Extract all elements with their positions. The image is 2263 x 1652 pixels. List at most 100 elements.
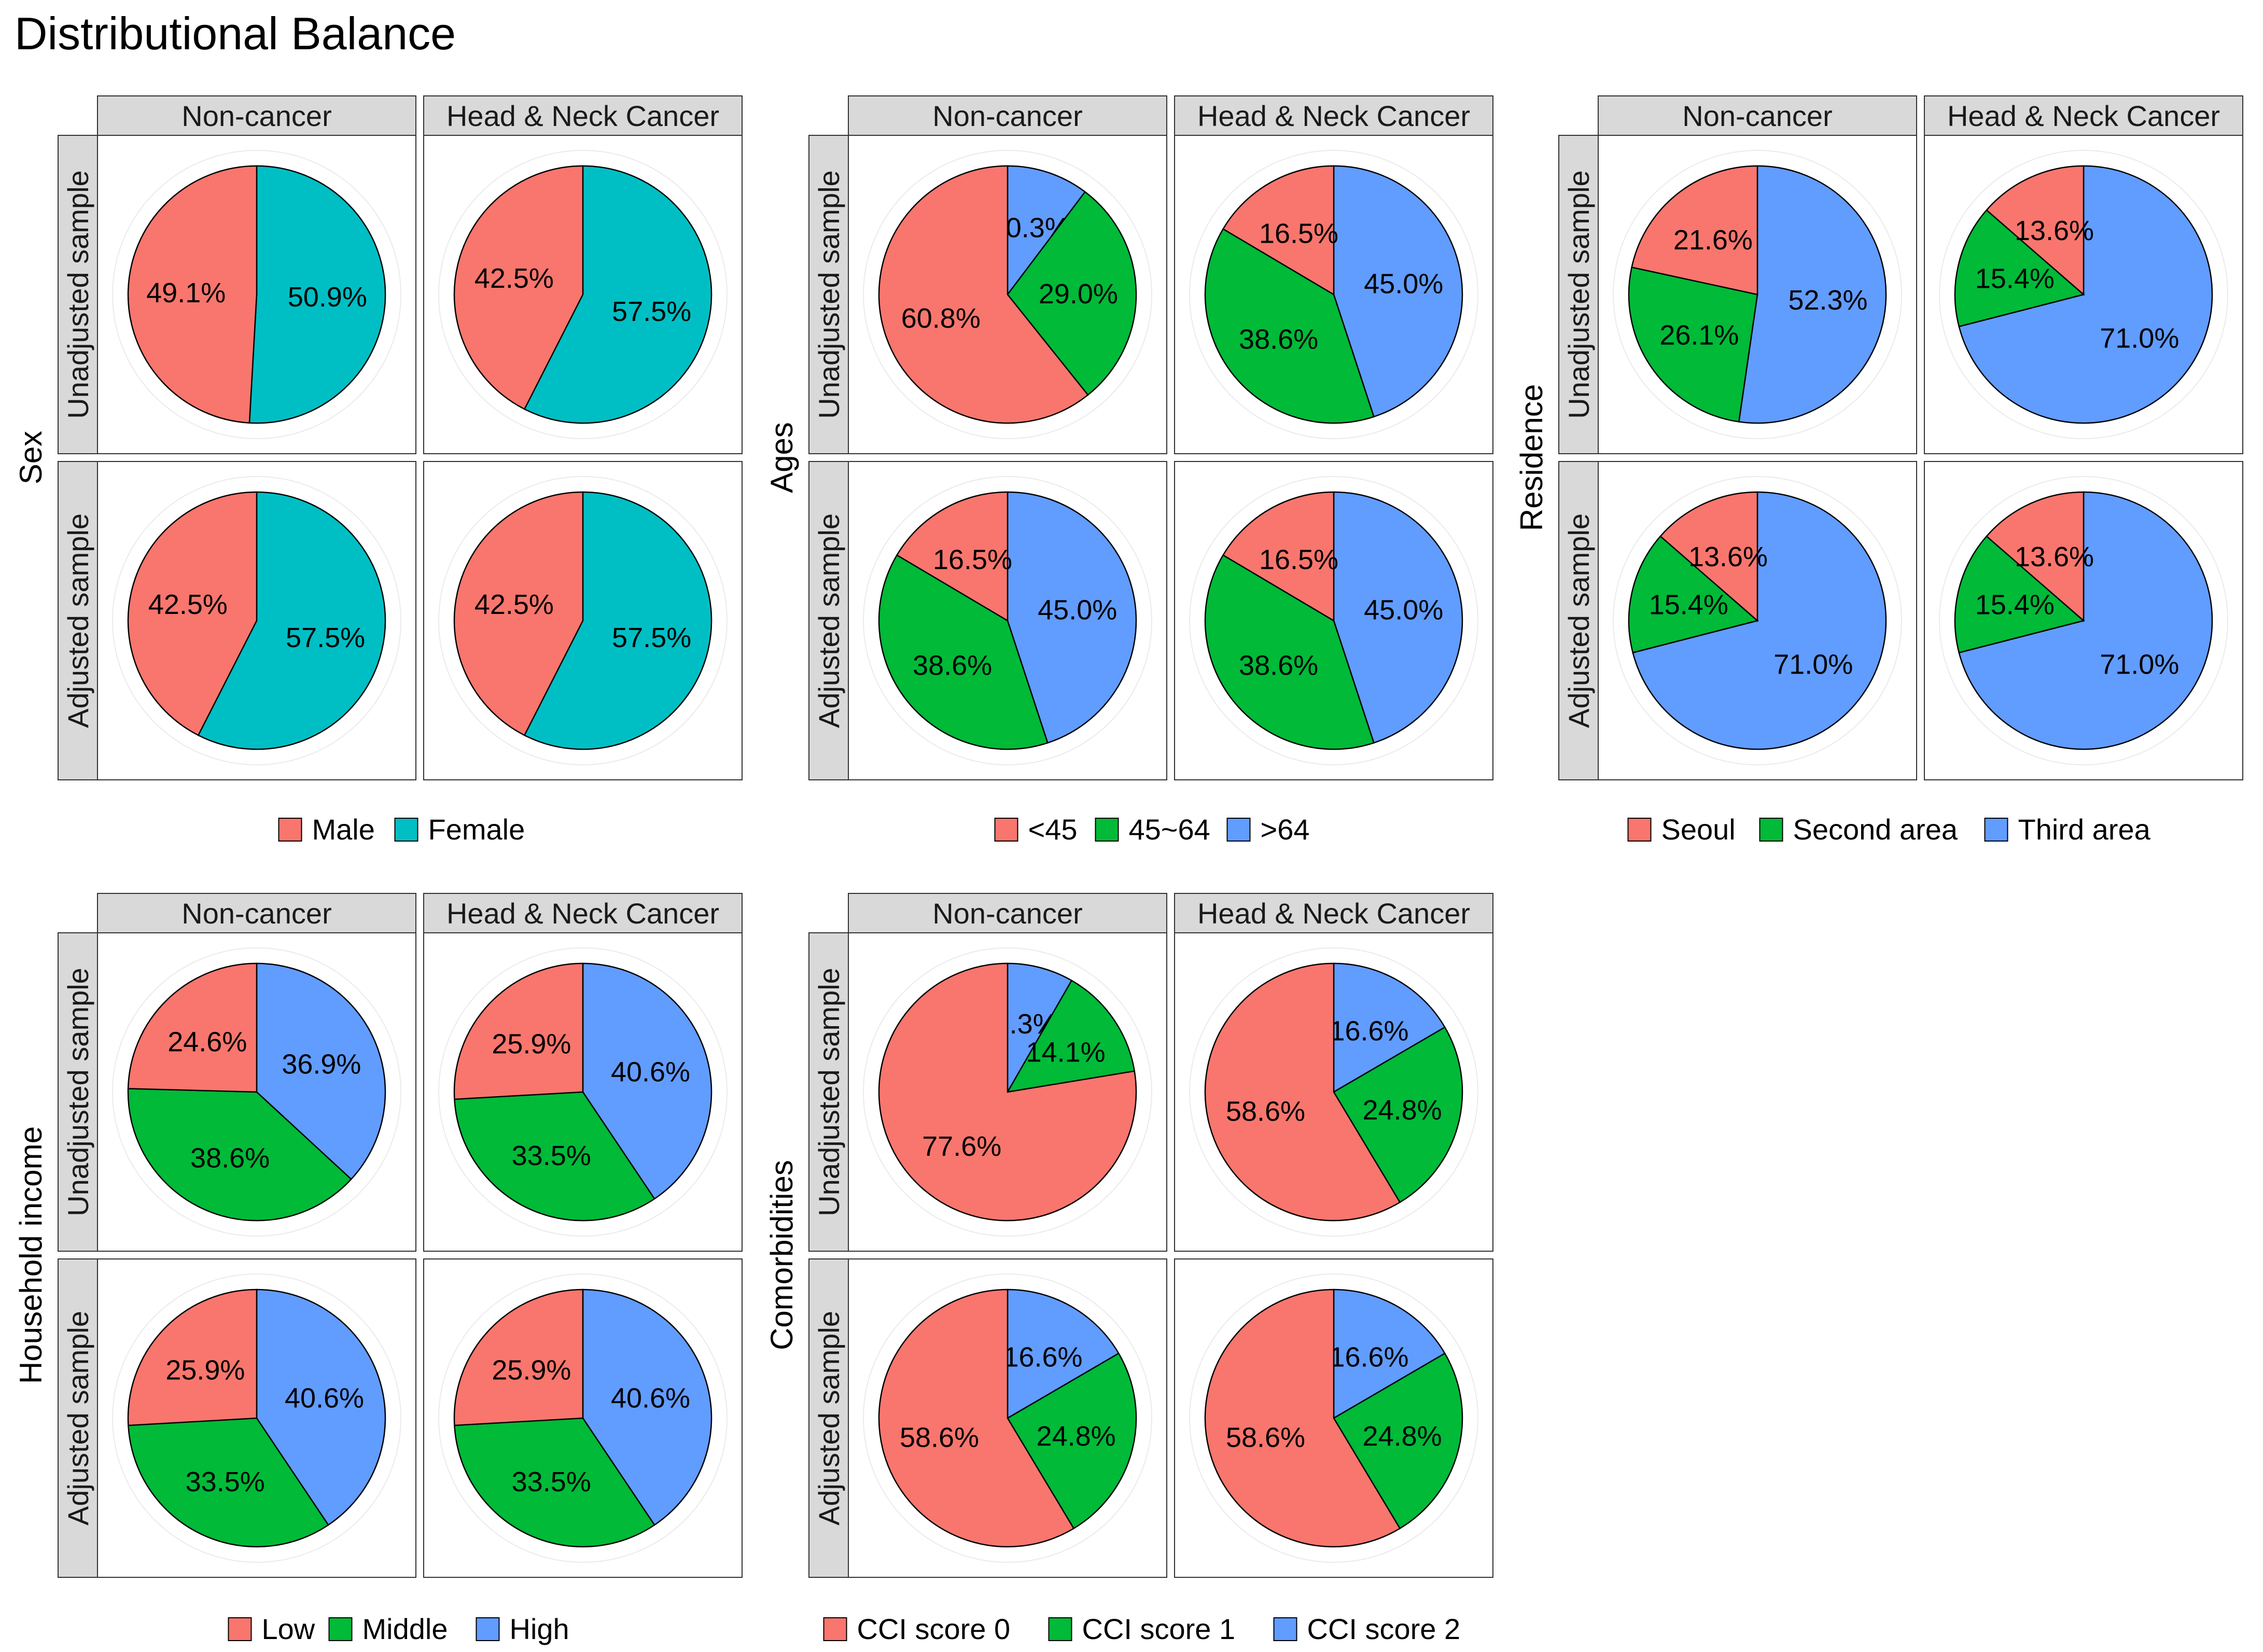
pie-slice-third-area bbox=[1632, 491, 1887, 750]
slice-percent-label: 71.0% bbox=[2100, 649, 2179, 680]
pie-slice-third-area bbox=[1958, 491, 2213, 750]
polar-grid-circle bbox=[1613, 476, 1902, 765]
pie-slice-45 bbox=[1222, 491, 1335, 622]
column-label: Head & Neck Cancer bbox=[1197, 100, 1470, 132]
pie-slice-male bbox=[127, 165, 258, 424]
pie-slice-female bbox=[197, 491, 386, 750]
slice-percent-label: 57.5% bbox=[612, 296, 691, 327]
pie-panel-unadjusted-sample-non-cancer: 36.9% 38.6% 24.6% bbox=[97, 932, 416, 1252]
slice-percent-label: 36.9% bbox=[282, 1048, 361, 1080]
polar-grid-circle bbox=[863, 150, 1152, 439]
column-label: Head & Neck Cancer bbox=[1197, 897, 1470, 930]
polar-grid-circle bbox=[1939, 476, 2228, 765]
legend-label: <45 bbox=[1028, 813, 1078, 846]
slice-percent-label: 71.0% bbox=[2100, 323, 2179, 354]
legend-item-female: Female bbox=[394, 813, 525, 846]
column-strip bbox=[423, 893, 743, 933]
legend-item-45: <45 bbox=[994, 813, 1078, 846]
polar-grid-circle bbox=[112, 476, 401, 765]
pie-slice-high bbox=[582, 1289, 713, 1526]
row-label: Unadjusted sample bbox=[1562, 170, 1595, 418]
row-label: Adjusted sample bbox=[62, 513, 94, 728]
legend-item-seoul: Seoul bbox=[1627, 813, 1736, 846]
pie-panel-adjusted-sample-non-cancer: 45.0% 38.6% 16.5% bbox=[848, 461, 1167, 780]
row-strip bbox=[58, 461, 98, 780]
pie-slice-cci-score-0 bbox=[1204, 962, 1401, 1222]
pie-panel-unadjusted-sample-non-cancer: 8.3%14.1%77.6% bbox=[848, 932, 1167, 1252]
slice-percent-label: 42.5% bbox=[474, 263, 554, 294]
legend-item-cci-score-0: CCI score 0 bbox=[823, 1613, 1010, 1645]
y-axis-label: Ages bbox=[764, 422, 799, 493]
slice-percent-label: 40.6% bbox=[611, 1382, 690, 1413]
pie-slice-second-area bbox=[1954, 209, 2085, 328]
slice-percent-label: 14.1% bbox=[1026, 1037, 1106, 1068]
chart-sex: Non-cancer Head & Neck Cancer Unadjusted s… bbox=[13, 95, 743, 846]
pie-slice-45 bbox=[896, 491, 1009, 622]
slice-percent-label: 45.0% bbox=[1364, 595, 1443, 626]
pie-slice-64 bbox=[1007, 491, 1137, 744]
row-label: Adjusted sample bbox=[62, 1311, 94, 1525]
polar-grid-circle bbox=[863, 1273, 1152, 1563]
polar-grid-circle bbox=[1189, 476, 1478, 765]
legend-swatch bbox=[228, 1617, 252, 1641]
legend-label: >64 bbox=[1261, 813, 1310, 846]
legend-label: Seoul bbox=[1661, 813, 1736, 846]
polar-grid-circle bbox=[1939, 150, 2228, 439]
chart-ages: Non-cancer Head & Neck Cancer Unadjusted s… bbox=[764, 95, 1493, 846]
pie-slice-45 bbox=[878, 165, 1089, 424]
legend-swatch bbox=[476, 1617, 500, 1641]
slice-percent-label: 42.5% bbox=[474, 589, 554, 620]
pie-slice-45-64 bbox=[1204, 228, 1375, 424]
slice-percent-label: 60.8% bbox=[901, 303, 981, 334]
pie-slice-seoul bbox=[1986, 491, 2085, 622]
legend-swatch bbox=[278, 818, 302, 842]
legend-swatch bbox=[823, 1617, 847, 1641]
legend-label: Third area bbox=[2018, 813, 2151, 846]
column-strip bbox=[1598, 95, 1917, 136]
legend-label: Second area bbox=[1793, 813, 1958, 846]
chart-household-income: Non-cancer Head & Neck Cancer Unadjusted s… bbox=[13, 893, 743, 1645]
pie-slice-cci-score-0 bbox=[878, 1289, 1075, 1548]
column-strip bbox=[848, 95, 1167, 136]
pie-slice-third-area bbox=[1958, 165, 2213, 424]
pie-slice-cci-score-2 bbox=[1007, 962, 1073, 1095]
row-label: Unadjusted sample bbox=[813, 968, 845, 1216]
row-label: Unadjusted sample bbox=[813, 170, 845, 418]
polar-grid-circle bbox=[438, 947, 728, 1237]
column-strip bbox=[848, 893, 1167, 933]
row-label: Unadjusted sample bbox=[62, 170, 94, 418]
legend-ages: <45 45~64 >64 bbox=[994, 813, 1310, 846]
pie-panel-unadjusted-sample-head-neck-cancer: 16.6% 24.8% 58.6% bbox=[1174, 932, 1493, 1252]
slice-percent-label: 29.0% bbox=[1039, 278, 1118, 310]
slice-percent-label: 13.6% bbox=[2015, 541, 2094, 572]
legend-comorbidities: CCI score 0 CCI score 1 CCI score 2 bbox=[823, 1613, 1460, 1645]
pie-panel-unadjusted-sample-non-cancer: 10.3%29.0%60.8% bbox=[848, 135, 1167, 454]
pie-panel-adjusted-sample-non-cancer: 71.0% 15.4% 13.6% bbox=[1598, 461, 1917, 780]
y-axis-label: Household income bbox=[13, 1126, 48, 1384]
legend-swatch bbox=[1759, 818, 1783, 842]
polar-grid-circle bbox=[1189, 947, 1478, 1237]
slice-percent-label: 45.0% bbox=[1364, 269, 1443, 300]
slice-percent-label: 57.5% bbox=[286, 622, 365, 653]
pie-slice-seoul bbox=[1986, 165, 2085, 296]
legend-swatch bbox=[1627, 818, 1652, 842]
slice-percent-label: 33.5% bbox=[186, 1466, 265, 1497]
pie-slice-cci-score-2 bbox=[1007, 1289, 1120, 1420]
row-label: Adjusted sample bbox=[813, 513, 845, 728]
slice-percent-label: 38.6% bbox=[1239, 324, 1318, 355]
pie-slice-low bbox=[127, 962, 258, 1093]
legend-swatch bbox=[328, 1617, 353, 1641]
legend-label: Male bbox=[312, 813, 375, 846]
legend-swatch bbox=[1226, 818, 1251, 842]
legend-household-income: Low Middle High bbox=[228, 1613, 569, 1645]
row-strip bbox=[1558, 135, 1599, 454]
legend-sex: Male Female bbox=[278, 813, 525, 846]
slice-percent-label: 71.0% bbox=[1773, 649, 1853, 680]
polar-grid-circle bbox=[1189, 1273, 1478, 1563]
legend-swatch bbox=[1984, 818, 2008, 842]
slice-percent-label: 33.5% bbox=[512, 1466, 591, 1497]
pie-panel-unadjusted-sample-non-cancer: 52.3% 26.1% 21.6% bbox=[1598, 135, 1917, 454]
column-strip bbox=[423, 95, 743, 136]
pie-slice-cci-score-1 bbox=[1007, 1352, 1137, 1530]
